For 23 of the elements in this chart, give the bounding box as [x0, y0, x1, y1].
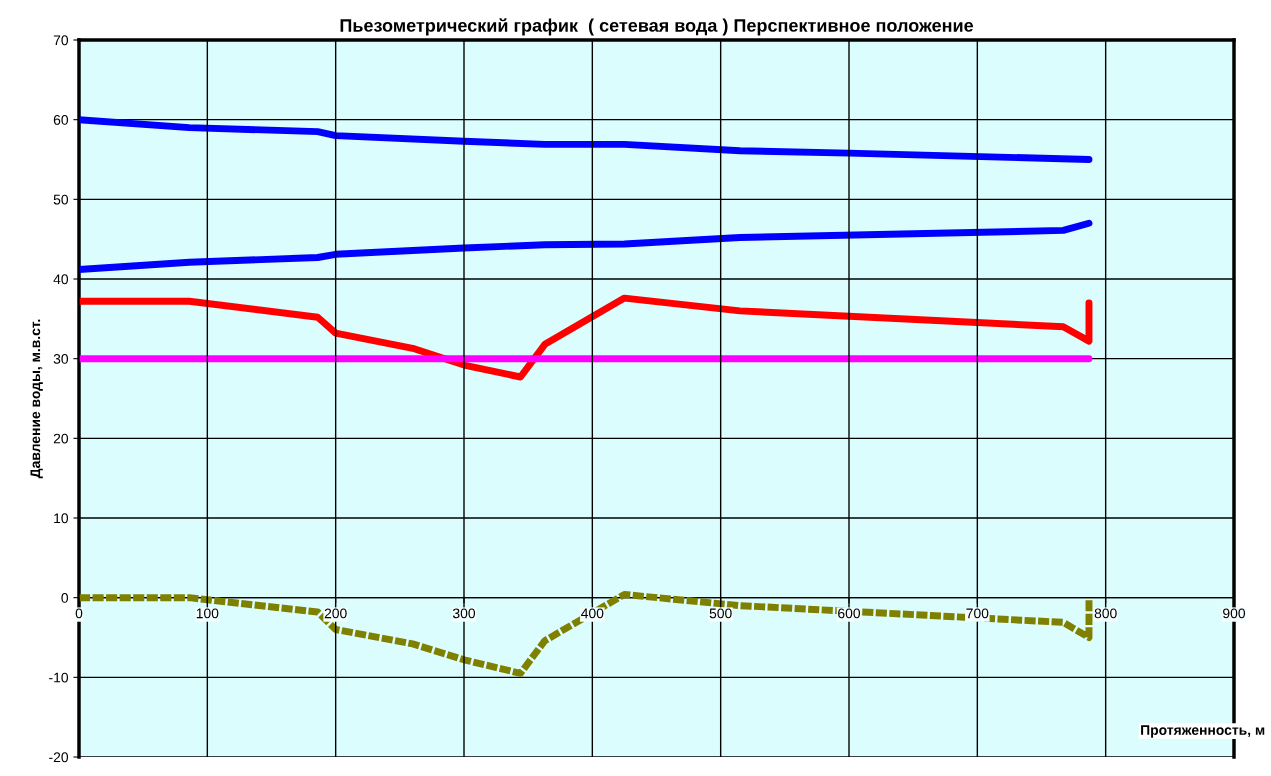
y-tick-label: 40 [53, 274, 69, 285]
x-tick-label: 600 [838, 608, 861, 619]
x-axis-title: Протяженность, м [1141, 725, 1265, 738]
y-tick-label: 50 [53, 194, 69, 205]
y-tick-label: 10 [54, 513, 69, 524]
x-tick-label: 500 [709, 608, 732, 619]
y-tick-label: 70 [53, 35, 69, 46]
x-tick-label: 400 [581, 608, 604, 619]
y-tick-label: -20 [49, 752, 69, 763]
x-tick-label: 200 [324, 608, 347, 619]
y-tick-label: 30 [53, 354, 69, 364]
x-tick-label: 100 [196, 608, 219, 619]
y-tick-label: 20 [53, 433, 69, 444]
x-tick-label: 900 [1223, 608, 1246, 619]
x-tick-label: 800 [1094, 608, 1117, 619]
y-tick-label: -10 [49, 672, 69, 683]
x-tick-label: 0 [75, 608, 83, 619]
y-tick-label: 0 [61, 593, 69, 603]
x-tick-label: 700 [966, 608, 989, 619]
y-axis-title: Давление воды, м.в.ст. [30, 319, 43, 479]
y-tick-label: 60 [53, 115, 69, 125]
chart-title: Пьезометрический график ( сетевая вода ) Перспективное положение [340, 18, 974, 36]
x-tick-label: 300 [452, 608, 476, 619]
